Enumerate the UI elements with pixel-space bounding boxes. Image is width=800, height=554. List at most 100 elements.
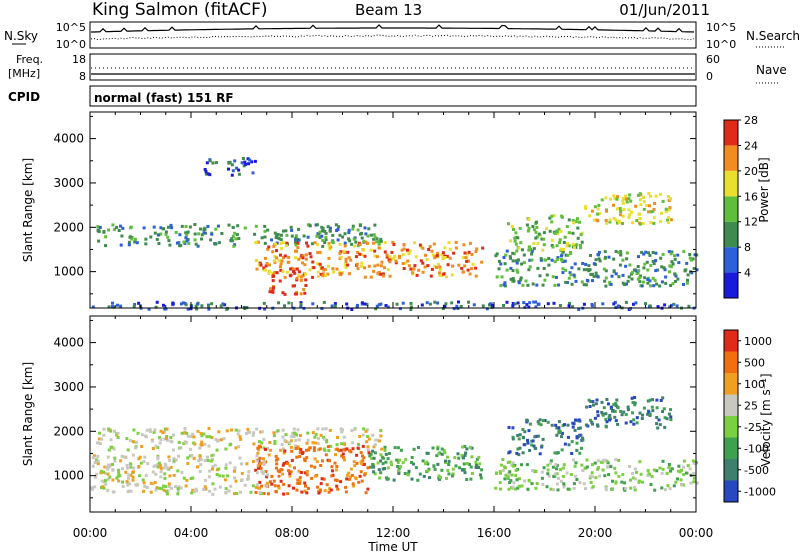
echo-cell — [604, 284, 608, 288]
echo-cell — [423, 265, 427, 269]
echo-cell — [384, 304, 388, 307]
echo-cell — [497, 259, 501, 263]
echo-cell — [555, 433, 559, 437]
echo-cell — [551, 275, 555, 279]
echo-cell — [649, 221, 653, 225]
echo-cell — [401, 262, 405, 265]
echo-cell — [243, 160, 247, 164]
echo-cell — [251, 460, 255, 463]
echo-cell — [305, 473, 309, 477]
echo-cell — [205, 161, 209, 165]
colorbar-swatch — [724, 247, 738, 273]
echo-cell — [651, 398, 654, 402]
echo-cell — [104, 235, 108, 239]
colorbar-tick-label: 500 — [744, 356, 765, 369]
echo-cell — [289, 445, 293, 449]
echo-cell — [155, 486, 159, 490]
echo-cell — [309, 255, 313, 259]
echo-cell — [566, 487, 570, 491]
echo-cell — [379, 239, 383, 243]
echo-cell — [644, 250, 648, 254]
echo-cell — [211, 467, 214, 471]
echo-cell — [561, 250, 565, 254]
echo-cell — [168, 474, 172, 478]
echo-cell — [282, 461, 286, 465]
echo-cell — [562, 485, 566, 489]
echo-cell — [367, 264, 371, 268]
echo-cell — [669, 284, 673, 287]
echo-cell — [193, 232, 197, 236]
echo-cell — [555, 467, 558, 471]
echo-cell — [235, 492, 239, 495]
echo-cell — [322, 300, 326, 304]
echo-cell — [564, 253, 568, 257]
echo-cell — [254, 468, 258, 472]
echo-cell — [651, 209, 655, 213]
echo-cell — [530, 482, 534, 486]
echo-cell — [199, 463, 203, 467]
echo-cell — [440, 447, 444, 451]
echo-cell — [262, 492, 266, 495]
echo-cell — [531, 282, 535, 286]
echo-cell — [231, 226, 235, 229]
echo-cell — [504, 473, 508, 477]
echo-cell — [186, 456, 190, 460]
echo-cell — [135, 483, 139, 487]
echo-cell — [521, 451, 525, 455]
echo-cell — [666, 221, 670, 224]
echo-cell — [532, 469, 536, 473]
echo-cell — [559, 479, 563, 483]
echo-cell — [619, 250, 623, 254]
echo-cell — [516, 301, 520, 305]
echo-cell — [544, 258, 547, 262]
echo-cell — [631, 401, 635, 404]
echo-cell — [411, 271, 415, 275]
echo-cell — [293, 466, 296, 470]
echo-cell — [274, 236, 278, 240]
echo-cell — [646, 469, 650, 472]
echo-cell — [623, 488, 627, 492]
echo-cell — [358, 474, 362, 478]
echo-cell — [582, 283, 586, 287]
echo-cell — [163, 472, 167, 476]
echo-cell — [223, 478, 227, 482]
echo-cell — [438, 268, 442, 272]
echo-cell — [347, 471, 351, 475]
echo-cell — [188, 225, 192, 229]
echo-cell — [375, 240, 379, 244]
echo-cell — [196, 429, 200, 433]
echo-cell — [363, 275, 367, 279]
echo-cell — [117, 471, 121, 475]
echo-cell — [343, 443, 347, 446]
echo-cell — [508, 255, 512, 259]
echo-cell — [617, 251, 621, 255]
echo-cell — [567, 304, 571, 308]
echo-cell — [311, 441, 315, 445]
echo-cell — [107, 427, 111, 431]
echo-cell — [344, 257, 348, 261]
echo-cell — [578, 426, 582, 430]
echo-cell — [363, 254, 367, 258]
echo-cell — [427, 467, 431, 471]
echo-cell — [297, 274, 301, 278]
echo-cell — [222, 437, 226, 441]
echo-cell — [659, 220, 663, 224]
echo-cell — [431, 253, 435, 257]
echo-cell — [452, 251, 456, 255]
echo-cell — [107, 448, 111, 452]
echo-cell — [204, 172, 208, 176]
echo-cell — [336, 436, 339, 439]
echo-cell — [308, 224, 312, 228]
echo-cell — [676, 477, 679, 481]
echo-cell — [621, 473, 625, 476]
echo-cell — [673, 254, 676, 258]
echo-cell — [287, 301, 291, 305]
echo-cell — [649, 483, 653, 486]
echo-cell — [213, 242, 217, 246]
echo-cell — [147, 307, 151, 311]
echo-cell — [167, 484, 171, 488]
echo-cell — [176, 487, 180, 491]
echo-cell — [180, 431, 184, 435]
echo-cell — [327, 490, 331, 494]
echo-cell — [131, 453, 135, 457]
